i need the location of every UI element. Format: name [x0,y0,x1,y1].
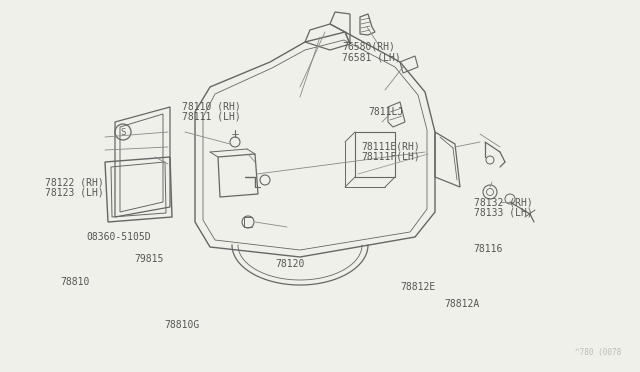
Text: 78133 (LH): 78133 (LH) [474,208,532,218]
Text: 78116: 78116 [474,244,503,254]
Text: 78111F(LH): 78111F(LH) [362,152,420,162]
Text: 08360-5105D: 08360-5105D [86,232,151,242]
Text: 78810: 78810 [61,277,90,287]
Text: 79815: 79815 [134,254,164,263]
Text: 7811LJ: 7811LJ [368,107,403,116]
Text: 76581 (LH): 76581 (LH) [342,53,401,62]
Text: 78111 (LH): 78111 (LH) [182,111,241,121]
Text: 78122 (RH): 78122 (RH) [45,177,104,187]
Text: 78812A: 78812A [445,299,480,309]
Text: 78120: 78120 [275,259,305,269]
Text: 78123 (LH): 78123 (LH) [45,187,104,197]
Text: 76580(RH): 76580(RH) [342,42,396,51]
Text: S: S [120,128,125,137]
Text: 78810G: 78810G [164,321,200,330]
Text: 78110 (RH): 78110 (RH) [182,101,241,111]
Text: 78111E(RH): 78111E(RH) [362,142,420,152]
Text: 78132 (RH): 78132 (RH) [474,198,532,208]
Text: 78812E: 78812E [400,282,435,292]
Text: ^780 (0078: ^780 (0078 [575,348,621,357]
